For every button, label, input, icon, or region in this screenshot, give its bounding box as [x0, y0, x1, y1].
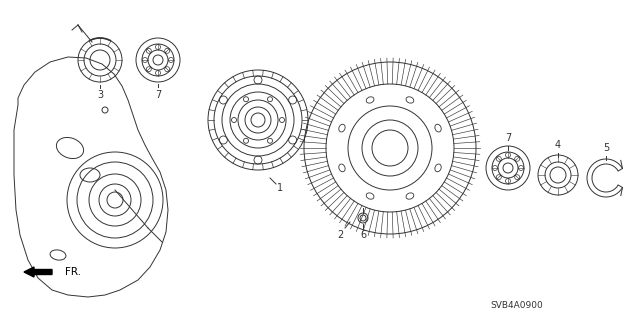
Text: 5: 5 — [603, 143, 609, 153]
Text: 2: 2 — [337, 230, 343, 240]
Text: FR.: FR. — [65, 267, 81, 277]
Text: 4: 4 — [555, 140, 561, 150]
Text: 6: 6 — [360, 230, 366, 240]
Text: 7: 7 — [155, 90, 161, 100]
FancyArrow shape — [24, 267, 52, 277]
Text: 1: 1 — [277, 183, 283, 193]
Polygon shape — [14, 57, 168, 297]
Text: 3: 3 — [97, 90, 103, 100]
Text: SVB4A0900: SVB4A0900 — [490, 300, 543, 309]
Text: 7: 7 — [505, 133, 511, 143]
